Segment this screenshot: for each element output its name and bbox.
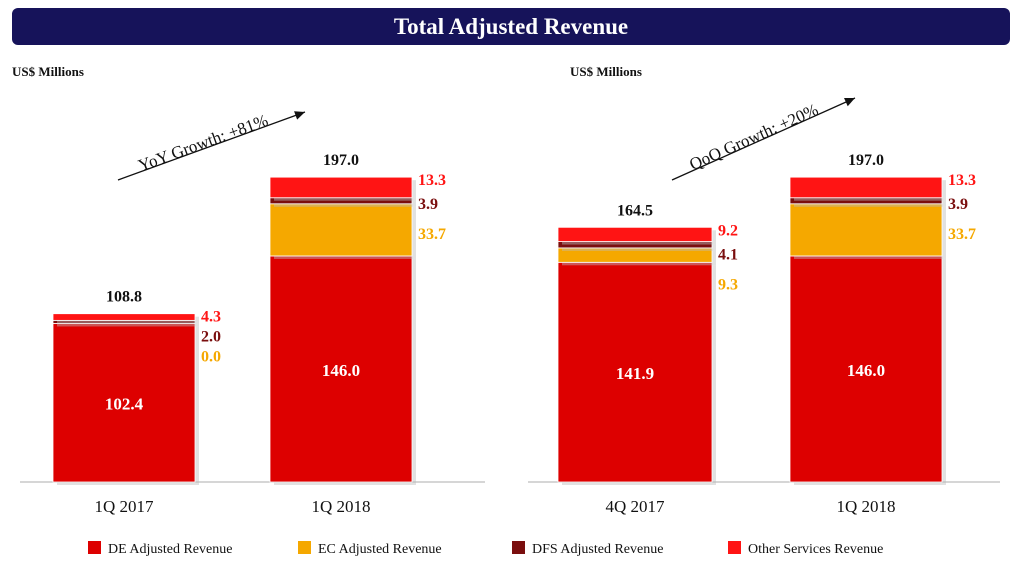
growth-arrow-line — [671, 97, 856, 181]
unit-label: US$ Millions — [570, 64, 642, 79]
data-label-dfs: 3.9 — [948, 196, 968, 213]
category-label: 1Q 2017 — [94, 497, 154, 516]
legend-label-de: DE Adjusted Revenue — [108, 542, 232, 557]
data-label-dfs: 4.1 — [718, 246, 738, 263]
data-label-ec: 9.3 — [718, 276, 738, 293]
bar-segment-other — [789, 176, 943, 199]
data-label-dfs: 2.0 — [201, 329, 221, 346]
legend-swatch-dfs — [512, 541, 525, 554]
data-label-ec: 33.7 — [948, 226, 976, 243]
data-label-other: 9.2 — [718, 222, 738, 239]
data-label-de: 141.9 — [616, 364, 654, 383]
data-label-de: 146.0 — [847, 361, 885, 380]
bar-shadow — [57, 323, 199, 327]
bar-segment-de — [557, 261, 713, 483]
bar-segment-other — [557, 226, 713, 242]
data-label-other: 4.3 — [201, 309, 221, 326]
data-label-ec: 0.0 — [201, 349, 221, 366]
legend-swatch-de — [88, 541, 101, 554]
data-label-total: 108.8 — [106, 289, 142, 306]
data-label-total: 164.5 — [617, 202, 653, 219]
growth-arrow-line — [117, 111, 306, 181]
bar-segment-de — [52, 323, 196, 483]
category-label: 1Q 2018 — [311, 497, 370, 516]
growth-label: YoY Growth: +81% — [136, 111, 271, 176]
legend-swatch-other — [728, 541, 741, 554]
data-label-other: 13.3 — [418, 172, 446, 189]
data-label-total: 197.0 — [848, 152, 884, 169]
bar-segment-de — [789, 255, 943, 483]
bar-segment-other — [52, 313, 196, 321]
data-label-de: 146.0 — [322, 361, 360, 380]
bar-segment-ec — [269, 203, 413, 257]
category-label: 1Q 2018 — [836, 497, 895, 516]
data-label-total: 197.0 — [323, 152, 359, 169]
data-label-dfs: 3.9 — [418, 196, 438, 213]
growth-arrow-head — [844, 97, 855, 107]
legend-swatch-ec — [298, 541, 311, 554]
unit-label: US$ Millions — [12, 64, 84, 79]
growth-arrow-head — [294, 111, 305, 120]
data-label-ec: 33.7 — [418, 226, 446, 243]
data-label-other: 13.3 — [948, 172, 976, 189]
chart-title-banner: Total Adjusted Revenue — [12, 8, 1010, 45]
bar-segment-other — [269, 176, 413, 199]
growth-label: QoQ Growth: +20% — [686, 100, 821, 174]
legend-label-ec: EC Adjusted Revenue — [318, 542, 442, 557]
bar-segment-ec — [789, 203, 943, 257]
legend-label-other: Other Services Revenue — [748, 542, 883, 557]
data-label-de: 102.4 — [105, 395, 144, 414]
chart-title: Total Adjusted Revenue — [393, 13, 629, 39]
category-label: 4Q 2017 — [605, 497, 665, 516]
legend-label-dfs: DFS Adjusted Revenue — [532, 542, 663, 557]
